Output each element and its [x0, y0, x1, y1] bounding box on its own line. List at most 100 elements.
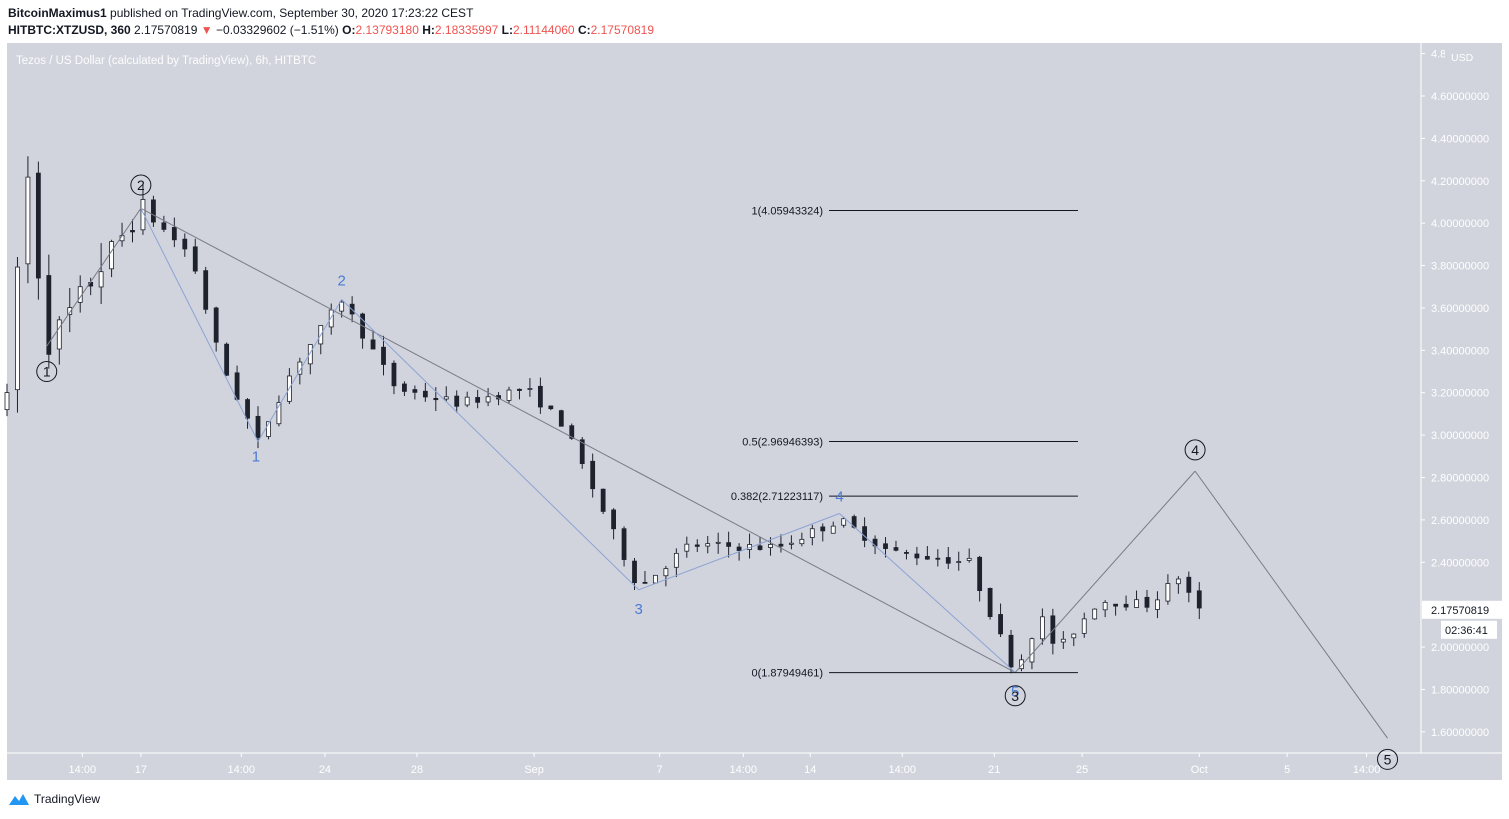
candle: [161, 215, 167, 233]
candle-body: [883, 543, 888, 549]
candle: [590, 453, 596, 498]
candle-body: [1175, 578, 1181, 585]
candle-body: [1060, 638, 1066, 643]
y-tick-label: 4.20000000: [1431, 176, 1489, 188]
wave-label: 2: [130, 174, 152, 196]
countdown-box: [1441, 620, 1497, 639]
x-tick-label: 14:00: [730, 764, 758, 776]
wave-labels: 1 2 3 4 5: [36, 174, 1399, 770]
wave-lines: [46, 207, 1388, 739]
candle-body: [391, 362, 397, 387]
candle-body: [1134, 599, 1139, 608]
y-tick-label: 2.60000000: [1431, 515, 1489, 527]
candle-body: [548, 405, 554, 410]
wave-label: 4: [1184, 439, 1206, 461]
wave-label-text: 5: [1384, 751, 1392, 767]
y-tick-label: 2.80000000: [1431, 472, 1489, 484]
candle: [1081, 612, 1087, 638]
candle-body: [98, 271, 104, 288]
wave-label-text: 1: [43, 364, 51, 380]
y-tick-label: 3.80000000: [1431, 261, 1489, 273]
time-axis-background: [7, 753, 1502, 780]
y-tick-label: 3.00000000: [1431, 430, 1489, 442]
candle-body: [590, 460, 596, 490]
candle: [820, 523, 826, 542]
candle-body: [307, 344, 313, 365]
fib-levels: 1(4.05943324) 0.5(2.96946393) 0.382(2.7122…: [731, 206, 1078, 680]
candle-body: [726, 542, 732, 547]
candle-body: [621, 528, 627, 560]
candle: [799, 532, 805, 547]
subwave-line: [140, 208, 259, 442]
candle: [464, 391, 470, 408]
subwave-line: [341, 299, 640, 591]
candle: [328, 303, 334, 335]
open-label: O:: [342, 23, 356, 37]
y-tick-label: 1.60000000: [1431, 727, 1489, 739]
subwave-label: 4: [835, 489, 843, 506]
wave-label: 1: [36, 361, 58, 383]
candle: [945, 546, 951, 569]
candle-body: [56, 319, 62, 350]
wave-line: [1014, 470, 1196, 673]
candle-body: [1123, 603, 1129, 608]
candle: [632, 558, 637, 591]
candle: [1123, 595, 1129, 611]
wave-label: 5: [1377, 748, 1399, 770]
candle: [1144, 589, 1150, 613]
y-axis-ticks: 4.8 4.60000000 4.40000000 4.20000000 4.00000…: [1421, 49, 1489, 739]
candle-body: [402, 383, 407, 392]
wave-line: [140, 207, 1016, 673]
candle-body: [370, 339, 376, 350]
last-price-box: [1422, 600, 1502, 619]
candle-body: [684, 543, 690, 552]
candle-body: [820, 526, 826, 532]
plot-background: [7, 43, 1421, 753]
chart-header: BitcoinMaximus1 published on TradingView…: [8, 5, 654, 39]
candle-body: [203, 270, 209, 310]
unit-label: USD: [1451, 52, 1474, 64]
candle: [182, 233, 188, 257]
candle: [642, 571, 648, 584]
candle-body: [736, 546, 742, 551]
brand-label[interactable]: TradingView: [34, 792, 101, 806]
fib-level-label: 0(1.87949461): [751, 668, 823, 680]
author-name[interactable]: BitcoinMaximus1: [8, 6, 107, 20]
candle: [370, 329, 376, 350]
candle-body: [1102, 602, 1108, 611]
candle: [611, 508, 616, 540]
candle-body: [255, 415, 261, 439]
candle-body: [1144, 596, 1150, 608]
candle: [506, 386, 512, 404]
candle-body: [213, 307, 219, 343]
candle-body: [1029, 638, 1035, 663]
candle: [558, 409, 564, 427]
candle: [1113, 603, 1119, 616]
candle-body: [328, 309, 334, 328]
subwave-lines: [140, 208, 1016, 673]
candle-body: [1155, 599, 1160, 610]
close-value: 2.17570819: [590, 23, 655, 37]
candle: [4, 383, 10, 417]
candle: [1060, 631, 1066, 649]
candle-body: [537, 385, 543, 408]
y-tick-label: 3.40000000: [1431, 345, 1489, 357]
candle-body: [1008, 634, 1014, 668]
last-price-label: 2.17570819: [1431, 605, 1489, 617]
candle: [778, 534, 784, 553]
candle-body: [705, 543, 711, 547]
candle: [956, 551, 962, 571]
candle-body: [527, 388, 533, 390]
publish-info: published on TradingView.com, September …: [110, 6, 474, 20]
tradingview-logo-icon: [9, 794, 29, 805]
ohlc-line: HITBTC:XTZUSD, 360 2.17570819 ▼ −0.03329…: [8, 22, 654, 39]
x-tick-label: 21: [988, 764, 1000, 776]
y-tick-label: 4.60000000: [1431, 91, 1489, 103]
candle-body: [830, 525, 836, 534]
chart-title: Tezos / US Dollar (calculated by Trading…: [16, 55, 316, 67]
high-value: 2.18335997: [434, 23, 499, 37]
candle-body: [297, 361, 303, 375]
candle-body: [161, 222, 167, 230]
candle-body: [893, 547, 899, 551]
